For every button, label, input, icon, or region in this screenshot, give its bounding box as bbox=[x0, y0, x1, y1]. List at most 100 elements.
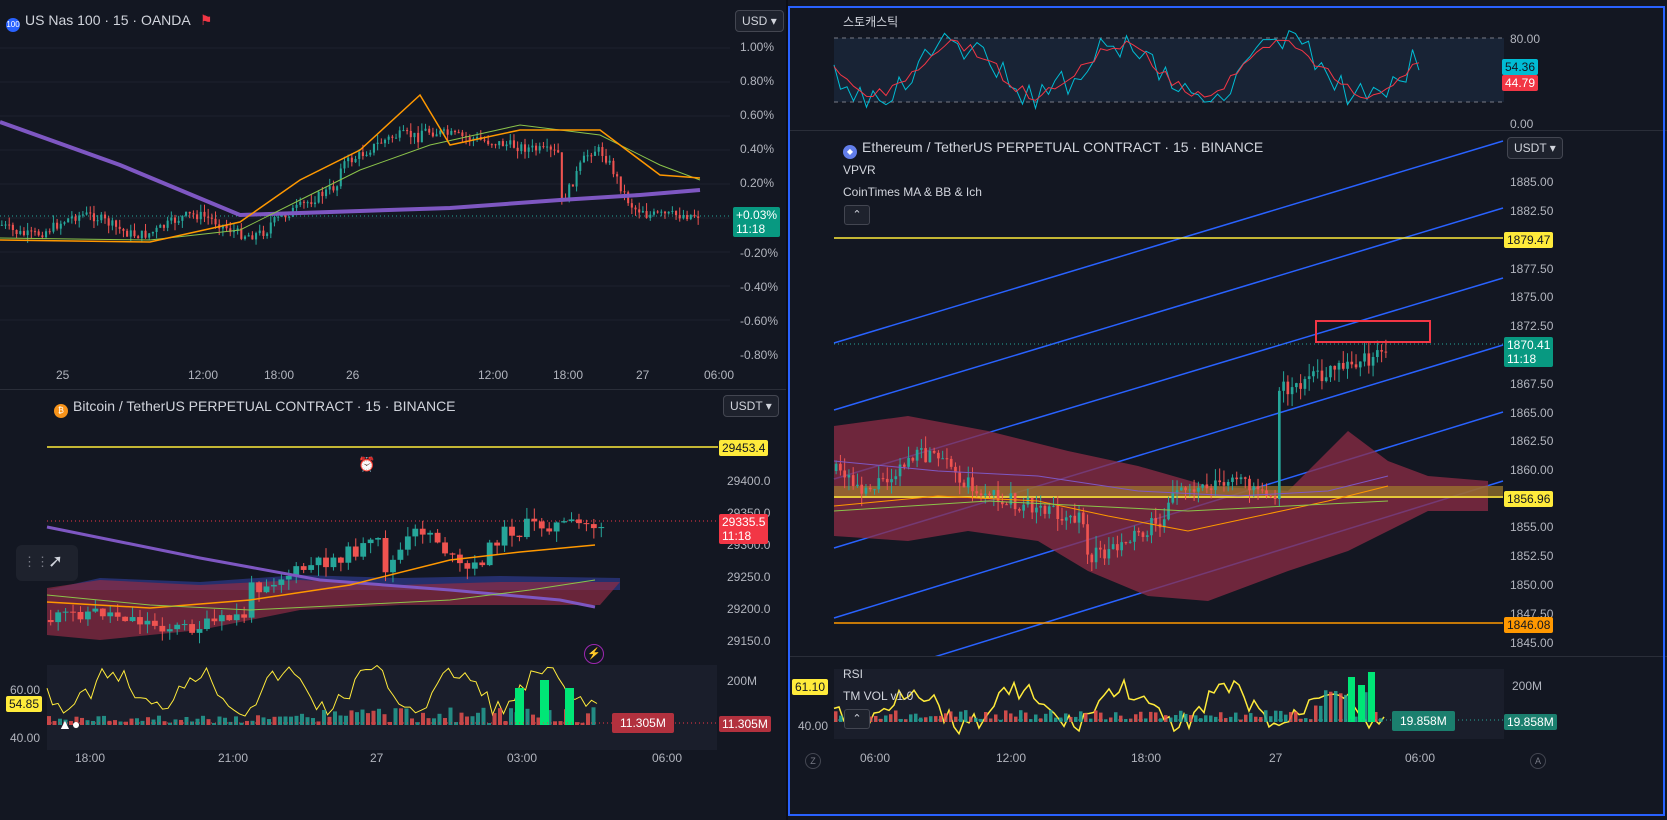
eth-vol-bar bbox=[1244, 714, 1248, 722]
eth-candle bbox=[868, 487, 872, 490]
eth-candle bbox=[1197, 487, 1200, 492]
eth-vol-bar bbox=[1224, 718, 1228, 722]
nas-time_axis-3: 26 bbox=[346, 368, 360, 382]
btc-countdown: 11:18 bbox=[722, 529, 752, 543]
eth-candle bbox=[1175, 490, 1179, 493]
eth-time_axis-1: 12:00 bbox=[996, 751, 1027, 765]
eth-vol-bar bbox=[834, 711, 838, 722]
nas-price_axis-0: 1.00% bbox=[740, 40, 775, 54]
btc-candle bbox=[442, 542, 448, 554]
trend-line-tool-icon[interactable]: ➚ bbox=[48, 551, 64, 571]
nas-candle bbox=[56, 222, 59, 229]
btc-vol-bar bbox=[289, 716, 293, 725]
eth-candle bbox=[941, 458, 944, 460]
alarm-clock-icon[interactable]: ⏰ bbox=[358, 456, 376, 472]
eth-candle bbox=[864, 487, 868, 494]
btc-yellow-level-tag: 29453.4 bbox=[719, 440, 769, 456]
eth-candle bbox=[971, 477, 974, 492]
nas-candle bbox=[549, 146, 552, 150]
eth-candle bbox=[1256, 486, 1260, 490]
nas-candle bbox=[468, 137, 471, 140]
btc-vol-bar bbox=[586, 713, 590, 725]
btc-candle bbox=[531, 518, 538, 522]
btc-last-price-tag: 29335.5 11:18 bbox=[719, 514, 769, 544]
stochastic-plot[interactable] bbox=[788, 0, 1667, 130]
stochastic-pane[interactable]: 스토캐스틱 80.00 0.00 54.36 44.79 bbox=[788, 0, 1667, 130]
eth-candle bbox=[988, 493, 991, 495]
tradingview-logo-icon[interactable]: ▲● bbox=[58, 716, 81, 732]
eth-candle bbox=[1192, 489, 1196, 492]
eth-candle bbox=[1060, 518, 1064, 521]
eth-candle bbox=[1133, 530, 1136, 542]
eth-candle bbox=[1056, 505, 1060, 519]
eth-candle bbox=[1303, 379, 1307, 389]
btc-candle bbox=[464, 563, 471, 569]
eth-candle bbox=[894, 476, 898, 480]
nas-candle bbox=[579, 162, 582, 171]
lightning-icon[interactable]: ⚡ bbox=[584, 644, 604, 664]
eth-channel-line bbox=[833, 140, 1504, 344]
drag-handle-icon[interactable]: ⋮⋮ bbox=[23, 554, 49, 569]
eth-vol-bar bbox=[1189, 715, 1193, 722]
drawing-toolbar[interactable]: ⋮⋮ ➚ bbox=[16, 545, 78, 581]
eth-candle bbox=[1371, 357, 1375, 366]
btc-plot[interactable] bbox=[0, 390, 786, 820]
eth-vol-bar bbox=[929, 716, 933, 722]
eth-candle bbox=[1278, 390, 1281, 499]
eth-vol-bar bbox=[1029, 719, 1033, 722]
eth-vol-bar bbox=[1319, 705, 1323, 722]
nas-candle bbox=[619, 176, 622, 192]
nas100-currency-button[interactable]: USD ▾ bbox=[735, 10, 784, 32]
vpvr-label[interactable]: VPVR bbox=[843, 163, 876, 177]
nas-candle bbox=[697, 216, 700, 218]
eth-indicator-pane[interactable]: RSI TM VOL v1.0 ⌃ 61.10 40.00 200M 19.85… bbox=[788, 657, 1667, 820]
eth-time_axis-3: 27 bbox=[1269, 751, 1283, 765]
btc-candle bbox=[576, 519, 582, 524]
eth-candle bbox=[856, 484, 859, 487]
btc-currency-button[interactable]: USDT ▾ bbox=[723, 395, 779, 417]
nas-candle bbox=[535, 145, 538, 151]
nas100-plot[interactable] bbox=[0, 0, 786, 389]
nas-candle bbox=[30, 230, 33, 232]
btc-vol-bar bbox=[487, 722, 491, 725]
eth-currency-button[interactable]: USDT ▾ bbox=[1507, 137, 1563, 159]
nas-price_axis-6: -0.40% bbox=[740, 280, 779, 294]
cointimes-indicator-label[interactable]: CoinTimes MA & BB & Ich bbox=[843, 185, 982, 199]
eth-vol-bar bbox=[939, 715, 943, 722]
collapse-indicators-button[interactable]: ⌃ bbox=[844, 205, 870, 225]
btc-vol-bubble: 11.305M bbox=[612, 713, 674, 733]
eth-candle bbox=[949, 458, 953, 467]
nas-candle bbox=[162, 225, 165, 228]
ethereum-logo-icon: ◆ bbox=[843, 145, 857, 159]
eth-candle bbox=[1052, 505, 1055, 507]
collapse-indicators-button-2[interactable]: ⌃ bbox=[844, 709, 870, 729]
nas-candle bbox=[306, 202, 309, 204]
eth-candle bbox=[1299, 383, 1302, 389]
nas-candle bbox=[428, 128, 431, 133]
nas-candle bbox=[288, 216, 291, 218]
rsi-label[interactable]: RSI bbox=[843, 667, 864, 681]
btc-chart-pane[interactable]: ₿ Bitcoin / TetherUS PERPETUAL CONTRACT ·… bbox=[0, 390, 786, 820]
eth-vol-bar bbox=[1239, 719, 1243, 722]
tm-vol-label[interactable]: TM VOL v1.0 bbox=[843, 689, 914, 703]
eth-vol-bar bbox=[1254, 716, 1258, 722]
btc-candle bbox=[583, 523, 590, 525]
btc-vol-bar bbox=[129, 718, 134, 725]
btc-vol-bar bbox=[558, 721, 563, 725]
eth-price_axis-0: 1885.00 bbox=[1510, 175, 1554, 189]
nas-candle bbox=[192, 213, 195, 215]
eth-chart-pane[interactable]: ◆ Ethereum / TetherUS PERPETUAL CONTRACT … bbox=[788, 131, 1667, 656]
nas-candle bbox=[490, 144, 493, 146]
btc-candle bbox=[181, 624, 188, 626]
eth-candle bbox=[1358, 361, 1362, 368]
eth-plot[interactable] bbox=[788, 131, 1667, 656]
eth-candle bbox=[1018, 509, 1021, 511]
btc-candle bbox=[494, 542, 501, 546]
z-icon[interactable]: Z bbox=[805, 753, 821, 769]
nas100-chart-pane[interactable]: 100 US Nas 100 · 15 · OANDA ⚑ USD ▾ 1.00%… bbox=[0, 0, 786, 389]
btc-candle bbox=[360, 543, 367, 557]
eth-vol-bar bbox=[1329, 691, 1333, 722]
eth-rsi-value-tag: 61.10 bbox=[792, 679, 829, 695]
auto-scale-icon[interactable]: A bbox=[1530, 753, 1546, 769]
eth-highlight-box bbox=[1315, 320, 1431, 343]
